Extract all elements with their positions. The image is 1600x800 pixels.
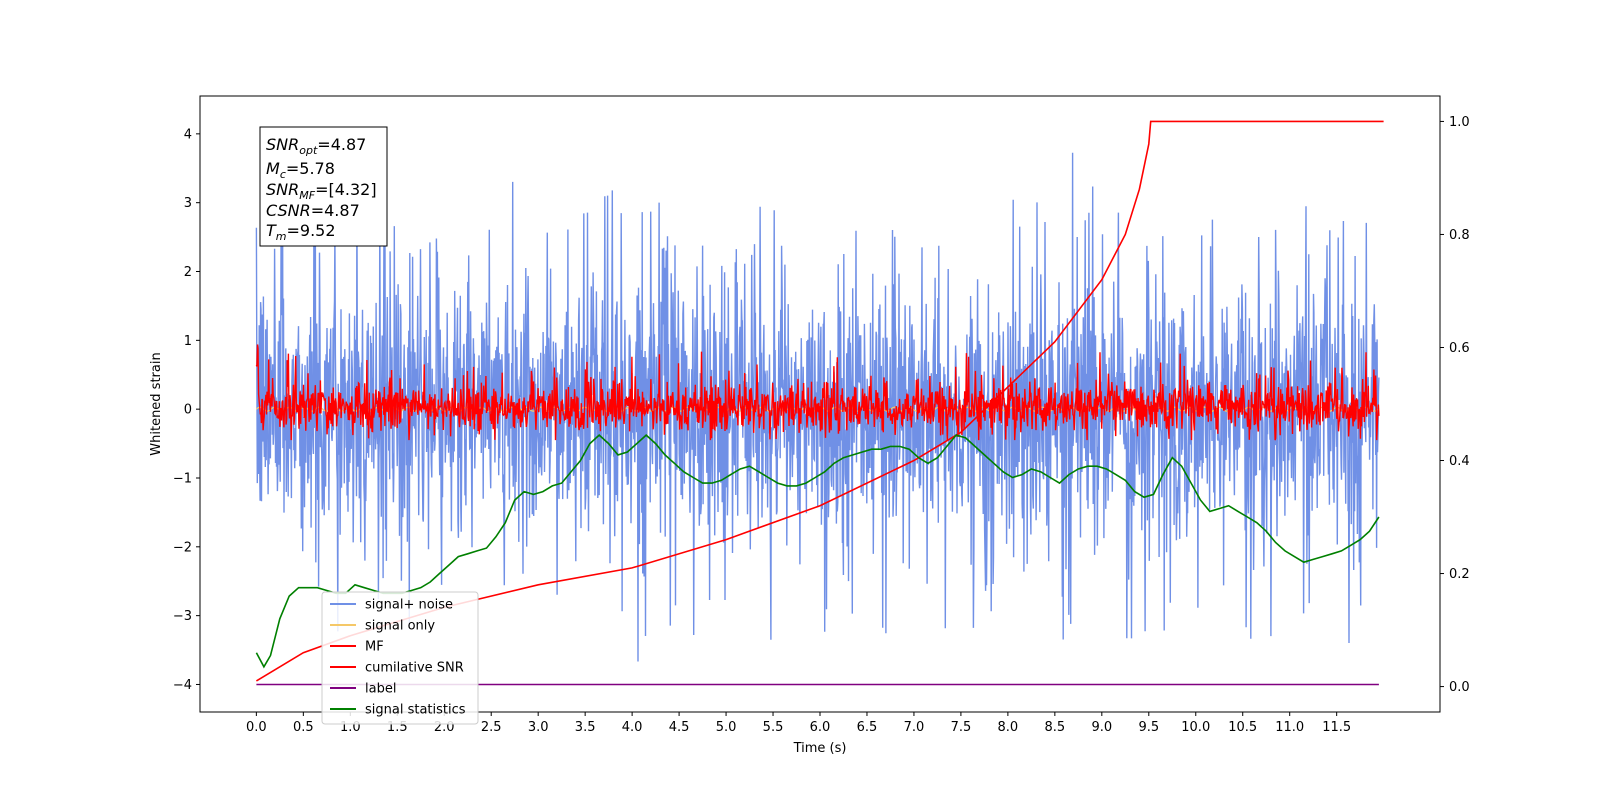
y2-tick-label: 0.8 [1449, 228, 1470, 243]
x-tick-label: 4.0 [622, 720, 643, 735]
annotation-csnr: CSNR=4.87 [266, 201, 360, 220]
annotation-snr-opt: SNRopt=4.87 [266, 135, 366, 157]
y-tick-label: 0 [184, 403, 192, 418]
legend-items: signal+ noise signal only MF cumilative SNR… [330, 598, 466, 718]
x-tick-label: 5.5 [763, 720, 784, 735]
y-tick-label: 2 [184, 265, 192, 280]
x-tick-label: 9.0 [1091, 720, 1112, 735]
y-tick-label: −2 [173, 540, 192, 555]
x-tick-label: 7.5 [951, 720, 972, 735]
y-tick-label: −4 [173, 678, 192, 693]
y-axis-label: Whitened strain [149, 352, 164, 455]
annotation-tm: Tm=9.52 [266, 221, 336, 243]
y-axis-ticks: −4 −3 −2 −1 0 1 2 3 4 [173, 127, 200, 693]
x-tick-label: 10.0 [1181, 720, 1210, 735]
x-tick-label: 4.5 [669, 720, 690, 735]
y2-tick-label: 0.0 [1449, 680, 1470, 695]
y-tick-label: 1 [184, 334, 192, 349]
y2-tick-label: 0.6 [1449, 341, 1470, 356]
legend-label: MF [365, 640, 384, 655]
y2-tick-label: 0.2 [1449, 567, 1470, 582]
x-tick-label: 8.0 [998, 720, 1019, 735]
legend-label: label [365, 682, 396, 697]
legend-label: signal+ noise [365, 598, 453, 613]
series-signal-statistics [255, 434, 1380, 669]
legend-frame [321, 591, 479, 725]
legend: signal+ noise signal only MF cumilative SNR… [321, 591, 479, 725]
annotation-mc: Mc=5.78 [266, 159, 335, 181]
x-tick-label: 3.5 [575, 720, 596, 735]
x-tick-label: 10.5 [1228, 720, 1257, 735]
y-tick-label: 3 [184, 196, 192, 211]
annotation-frame [259, 126, 388, 247]
legend-label: signal statistics [365, 703, 466, 718]
x-tick-label: 7.0 [904, 720, 925, 735]
annotation-snr-mf: SNRMF=[4.32] [266, 180, 377, 202]
y-tick-label: −3 [173, 609, 192, 624]
x-tick-label: 0.0 [246, 720, 267, 735]
y2-tick-label: 1.0 [1449, 115, 1470, 130]
y2-axis-ticks: 0.0 0.2 0.4 0.6 0.8 1.0 [1440, 115, 1470, 695]
annotation-box: SNRopt=4.87 Mc=5.78 SNRMF=[4.32] CSNR=4.… [259, 126, 388, 247]
x-tick-label: 3.0 [528, 720, 549, 735]
legend-label: signal only [365, 619, 435, 634]
x-axis-label: Time (s) [793, 741, 847, 756]
x-tick-label: 6.5 [857, 720, 878, 735]
y-tick-label: −1 [173, 471, 192, 486]
x-tick-label: 11.5 [1322, 720, 1351, 735]
series-mf [255, 344, 1380, 441]
x-tick-label: 8.5 [1045, 720, 1066, 735]
series-signal-noise [255, 152, 1380, 662]
x-tick-label: 0.5 [293, 720, 314, 735]
x-tick-label: 2.5 [481, 720, 502, 735]
x-tick-label: 9.5 [1138, 720, 1159, 735]
x-tick-label: 5.0 [716, 720, 737, 735]
x-tick-label: 11.0 [1275, 720, 1304, 735]
y-tick-label: 4 [184, 127, 192, 142]
x-tick-label: 6.0 [810, 720, 831, 735]
legend-label: cumilative SNR [365, 661, 464, 676]
y2-tick-label: 0.4 [1449, 454, 1470, 469]
